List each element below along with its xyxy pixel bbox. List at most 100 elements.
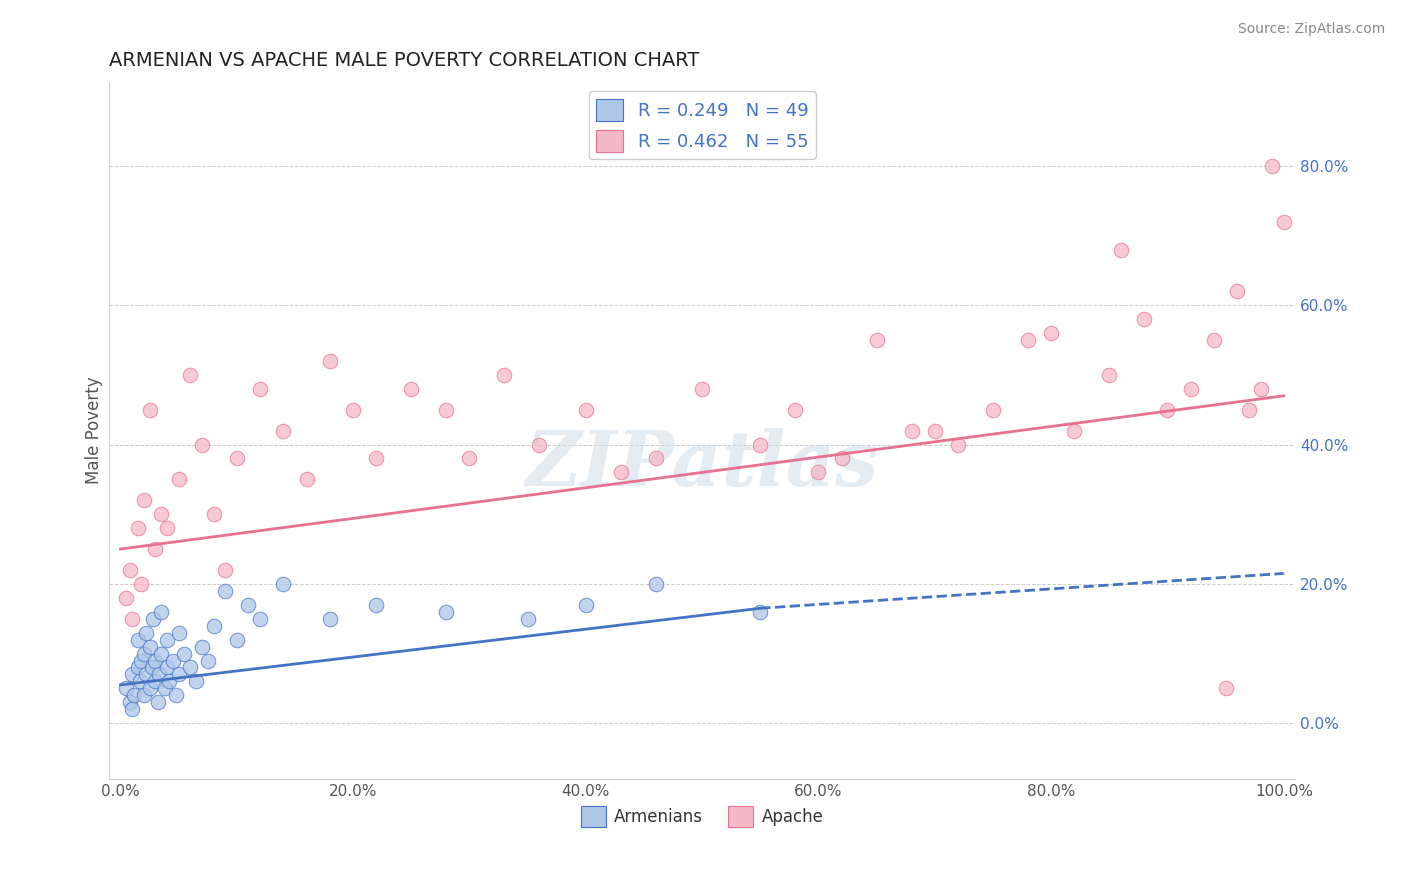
Point: [1272, 214, 1295, 228]
Point: [150, 647, 173, 661]
Point: [156, 632, 179, 647]
Point: [749, 605, 772, 619]
Point: [131, 653, 153, 667]
Point: [401, 382, 423, 396]
Point: [162, 653, 184, 667]
Point: [127, 521, 149, 535]
Point: [1098, 368, 1121, 382]
Text: Source: ZipAtlas.com: Source: ZipAtlas.com: [1237, 22, 1385, 37]
Legend: Armenians, Apache: Armenians, Apache: [574, 799, 830, 833]
Point: [167, 667, 190, 681]
Point: [135, 667, 157, 681]
Point: [749, 437, 772, 451]
Point: [1156, 402, 1178, 417]
Point: [132, 493, 155, 508]
Point: [138, 640, 160, 654]
Point: [135, 625, 157, 640]
Point: [129, 674, 152, 689]
Point: [946, 437, 969, 451]
Y-axis label: Male Poverty: Male Poverty: [86, 376, 103, 484]
Point: [366, 598, 388, 612]
Point: [900, 424, 922, 438]
Point: [1226, 285, 1249, 299]
Point: [142, 612, 165, 626]
Point: [202, 618, 225, 632]
Point: [127, 632, 149, 647]
Point: [157, 674, 180, 689]
Point: [191, 640, 214, 654]
Point: [184, 674, 207, 689]
Point: [1017, 333, 1039, 347]
Point: [434, 605, 457, 619]
Point: [225, 451, 247, 466]
Point: [1237, 402, 1260, 417]
Point: [690, 382, 713, 396]
Point: [434, 402, 457, 417]
Point: [156, 660, 179, 674]
Point: [319, 612, 342, 626]
Point: [167, 472, 190, 486]
Point: [1261, 159, 1284, 173]
Point: [150, 605, 173, 619]
Point: [173, 647, 195, 661]
Point: [366, 451, 388, 466]
Point: [644, 451, 666, 466]
Point: [156, 521, 179, 535]
Point: [121, 702, 143, 716]
Point: [118, 563, 141, 577]
Point: [785, 402, 807, 417]
Point: [179, 660, 201, 674]
Point: [1040, 326, 1063, 340]
Point: [609, 466, 631, 480]
Point: [981, 402, 1004, 417]
Point: [127, 660, 149, 674]
Point: [1250, 382, 1272, 396]
Point: [225, 632, 247, 647]
Point: [1180, 382, 1202, 396]
Point: [148, 667, 170, 681]
Point: [273, 424, 295, 438]
Point: [575, 598, 598, 612]
Point: [529, 437, 551, 451]
Text: ARMENIAN VS APACHE MALE POVERTY CORRELATION CHART: ARMENIAN VS APACHE MALE POVERTY CORRELAT…: [108, 51, 699, 70]
Point: [145, 653, 167, 667]
Point: [165, 689, 187, 703]
Point: [1109, 243, 1132, 257]
Point: [115, 681, 138, 696]
Point: [118, 695, 141, 709]
Point: [153, 681, 176, 696]
Point: [866, 333, 889, 347]
Point: [167, 625, 190, 640]
Point: [146, 695, 169, 709]
Point: [319, 354, 342, 368]
Point: [342, 402, 364, 417]
Point: [124, 689, 146, 703]
Point: [121, 612, 143, 626]
Point: [132, 689, 155, 703]
Text: ZIPatlas: ZIPatlas: [526, 428, 879, 502]
Point: [202, 507, 225, 521]
Point: [150, 507, 173, 521]
Point: [141, 660, 163, 674]
Point: [121, 667, 143, 681]
Point: [644, 577, 666, 591]
Point: [115, 591, 138, 605]
Point: [214, 563, 236, 577]
Point: [132, 647, 155, 661]
Point: [831, 451, 853, 466]
Point: [138, 402, 160, 417]
Point: [238, 598, 260, 612]
Point: [458, 451, 481, 466]
Point: [191, 437, 214, 451]
Point: [924, 424, 946, 438]
Point: [145, 674, 167, 689]
Point: [179, 368, 201, 382]
Point: [131, 577, 153, 591]
Point: [1133, 312, 1156, 326]
Point: [138, 681, 160, 696]
Point: [145, 542, 167, 557]
Point: [1063, 424, 1085, 438]
Point: [249, 382, 271, 396]
Point: [273, 577, 295, 591]
Point: [1202, 333, 1225, 347]
